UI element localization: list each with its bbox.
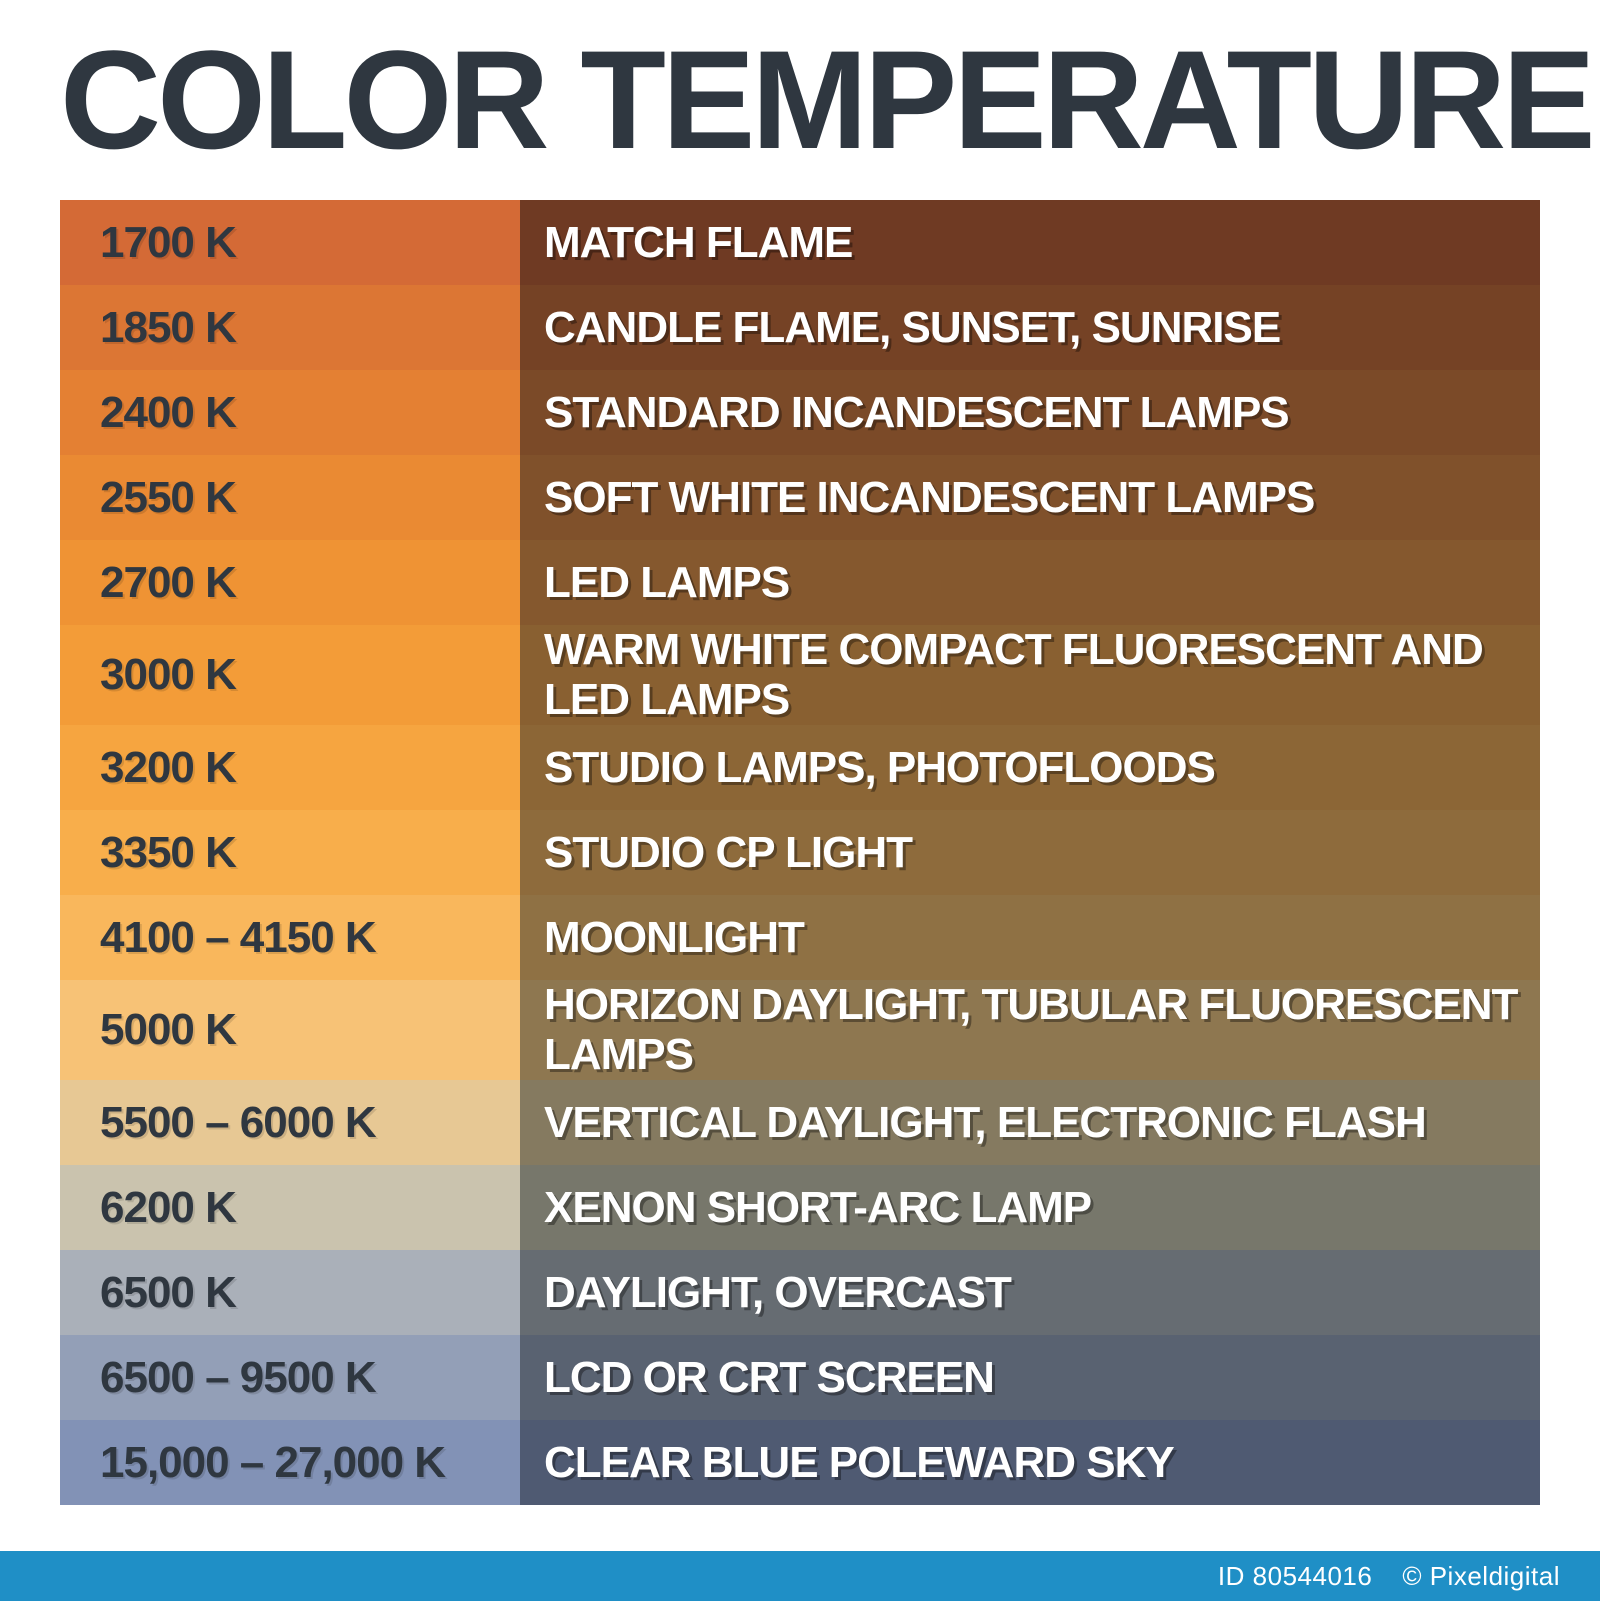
table-row: 6200 K XENON SHORT-ARC LAMP — [60, 1165, 1540, 1250]
temp-cell: 2700 K — [60, 540, 520, 625]
table-row: 4100 – 4150 K MOONLIGHT — [60, 895, 1540, 980]
table-row: 1850 K CANDLE FLAME, SUNSET, SUNRISE — [60, 285, 1540, 370]
temp-label: 2700 K — [100, 558, 236, 608]
desc-label: STUDIO LAMPS, PHOTOFLOODS — [544, 743, 1215, 793]
desc-cell: SOFT WHITE INCANDESCENT LAMPS — [520, 455, 1540, 540]
desc-cell: STUDIO LAMPS, PHOTOFLOODS — [520, 725, 1540, 810]
desc-label: VERTICAL DAYLIGHT, ELECTRONIC FLASH — [544, 1098, 1426, 1148]
desc-label: SOFT WHITE INCANDESCENT LAMPS — [544, 473, 1314, 523]
temp-label: 5500 – 6000 K — [100, 1098, 376, 1148]
temp-cell: 3200 K — [60, 725, 520, 810]
temp-cell: 3350 K — [60, 810, 520, 895]
temp-label: 6500 K — [100, 1268, 236, 1318]
desc-cell: STANDARD INCANDESCENT LAMPS — [520, 370, 1540, 455]
page: COLOR TEMPERATURE CHART 1700 K MATCH FLAM… — [0, 0, 1600, 1601]
temp-cell: 6500 K — [60, 1250, 520, 1335]
desc-cell: MOONLIGHT — [520, 895, 1540, 980]
temp-cell: 6500 – 9500 K — [60, 1335, 520, 1420]
temp-label: 2550 K — [100, 473, 236, 523]
desc-cell: WARM WHITE COMPACT FLUORESCENT AND LED L… — [520, 625, 1540, 725]
table-row: 3000 K WARM WHITE COMPACT FLUORESCENT AND… — [60, 625, 1540, 725]
temp-cell: 6200 K — [60, 1165, 520, 1250]
table-row: 5500 – 6000 K VERTICAL DAYLIGHT, ELECTRON… — [60, 1080, 1540, 1165]
temp-cell: 4100 – 4150 K — [60, 895, 520, 980]
desc-label: DAYLIGHT, OVERCAST — [544, 1268, 1011, 1318]
temp-label: 3000 K — [100, 650, 236, 700]
temp-label: 6500 – 9500 K — [100, 1353, 376, 1403]
table-row: 3200 K STUDIO LAMPS, PHOTOFLOODS — [60, 725, 1540, 810]
temp-cell: 15,000 – 27,000 K — [60, 1420, 520, 1505]
desc-label: LCD OR CRT SCREEN — [544, 1353, 994, 1403]
table-row: 1700 K MATCH FLAME — [60, 200, 1540, 285]
temp-label: 15,000 – 27,000 K — [100, 1438, 445, 1488]
desc-cell: DAYLIGHT, OVERCAST — [520, 1250, 1540, 1335]
table-row: 5000 K HORIZON DAYLIGHT, TUBULAR FLUORESC… — [60, 980, 1540, 1080]
desc-cell: CANDLE FLAME, SUNSET, SUNRISE — [520, 285, 1540, 370]
temp-cell: 5500 – 6000 K — [60, 1080, 520, 1165]
desc-cell: LED LAMPS — [520, 540, 1540, 625]
table-row: 3350 K STUDIO CP LIGHT — [60, 810, 1540, 895]
table-row: 6500 – 9500 K LCD OR CRT SCREEN — [60, 1335, 1540, 1420]
desc-cell: HORIZON DAYLIGHT, TUBULAR FLUORESCENT LA… — [520, 980, 1540, 1080]
desc-label: HORIZON DAYLIGHT, TUBULAR FLUORESCENT LA… — [544, 980, 1540, 1080]
temp-cell: 1850 K — [60, 285, 520, 370]
temp-label: 1850 K — [100, 303, 236, 353]
temp-cell: 5000 K — [60, 980, 520, 1080]
temp-label: 3350 K — [100, 828, 236, 878]
desc-label: LED LAMPS — [544, 558, 789, 608]
desc-label: MATCH FLAME — [544, 218, 852, 268]
desc-label: XENON SHORT-ARC LAMP — [544, 1183, 1091, 1233]
temp-cell: 1700 K — [60, 200, 520, 285]
table-row: 2550 K SOFT WHITE INCANDESCENT LAMPS — [60, 455, 1540, 540]
table-row: 6500 K DAYLIGHT, OVERCAST — [60, 1250, 1540, 1335]
temp-label: 1700 K — [100, 218, 236, 268]
desc-cell: LCD OR CRT SCREEN — [520, 1335, 1540, 1420]
temp-label: 2400 K — [100, 388, 236, 438]
footer-bar: ID 80544016 © Pixeldigital — [0, 1551, 1600, 1601]
page-title: COLOR TEMPERATURE CHART — [0, 0, 1600, 190]
desc-label: CLEAR BLUE POLEWARD SKY — [544, 1438, 1174, 1488]
desc-cell: CLEAR BLUE POLEWARD SKY — [520, 1420, 1540, 1505]
temp-label: 6200 K — [100, 1183, 236, 1233]
desc-cell: XENON SHORT-ARC LAMP — [520, 1165, 1540, 1250]
temp-label: 4100 – 4150 K — [100, 913, 376, 963]
color-temperature-chart: 1700 K MATCH FLAME 1850 K CANDLE FLAME, SUN… — [60, 200, 1540, 1505]
footer-credit: © Pixeldigital — [1402, 1561, 1560, 1592]
desc-label: STUDIO CP LIGHT — [544, 828, 912, 878]
desc-cell: STUDIO CP LIGHT — [520, 810, 1540, 895]
temp-cell: 2400 K — [60, 370, 520, 455]
table-row: 2400 K STANDARD INCANDESCENT LAMPS — [60, 370, 1540, 455]
desc-cell: VERTICAL DAYLIGHT, ELECTRONIC FLASH — [520, 1080, 1540, 1165]
desc-label: MOONLIGHT — [544, 913, 804, 963]
table-row: 2700 K LED LAMPS — [60, 540, 1540, 625]
temp-cell: 3000 K — [60, 625, 520, 725]
temp-label: 3200 K — [100, 743, 236, 793]
desc-label: CANDLE FLAME, SUNSET, SUNRISE — [544, 303, 1280, 353]
desc-cell: MATCH FLAME — [520, 200, 1540, 285]
temp-cell: 2550 K — [60, 455, 520, 540]
desc-label: STANDARD INCANDESCENT LAMPS — [544, 388, 1289, 438]
temp-label: 5000 K — [100, 1005, 236, 1055]
table-row: 15,000 – 27,000 K CLEAR BLUE POLEWARD SKY — [60, 1420, 1540, 1505]
footer-id: ID 80544016 — [1218, 1561, 1372, 1592]
desc-label: WARM WHITE COMPACT FLUORESCENT AND LED L… — [544, 625, 1540, 725]
